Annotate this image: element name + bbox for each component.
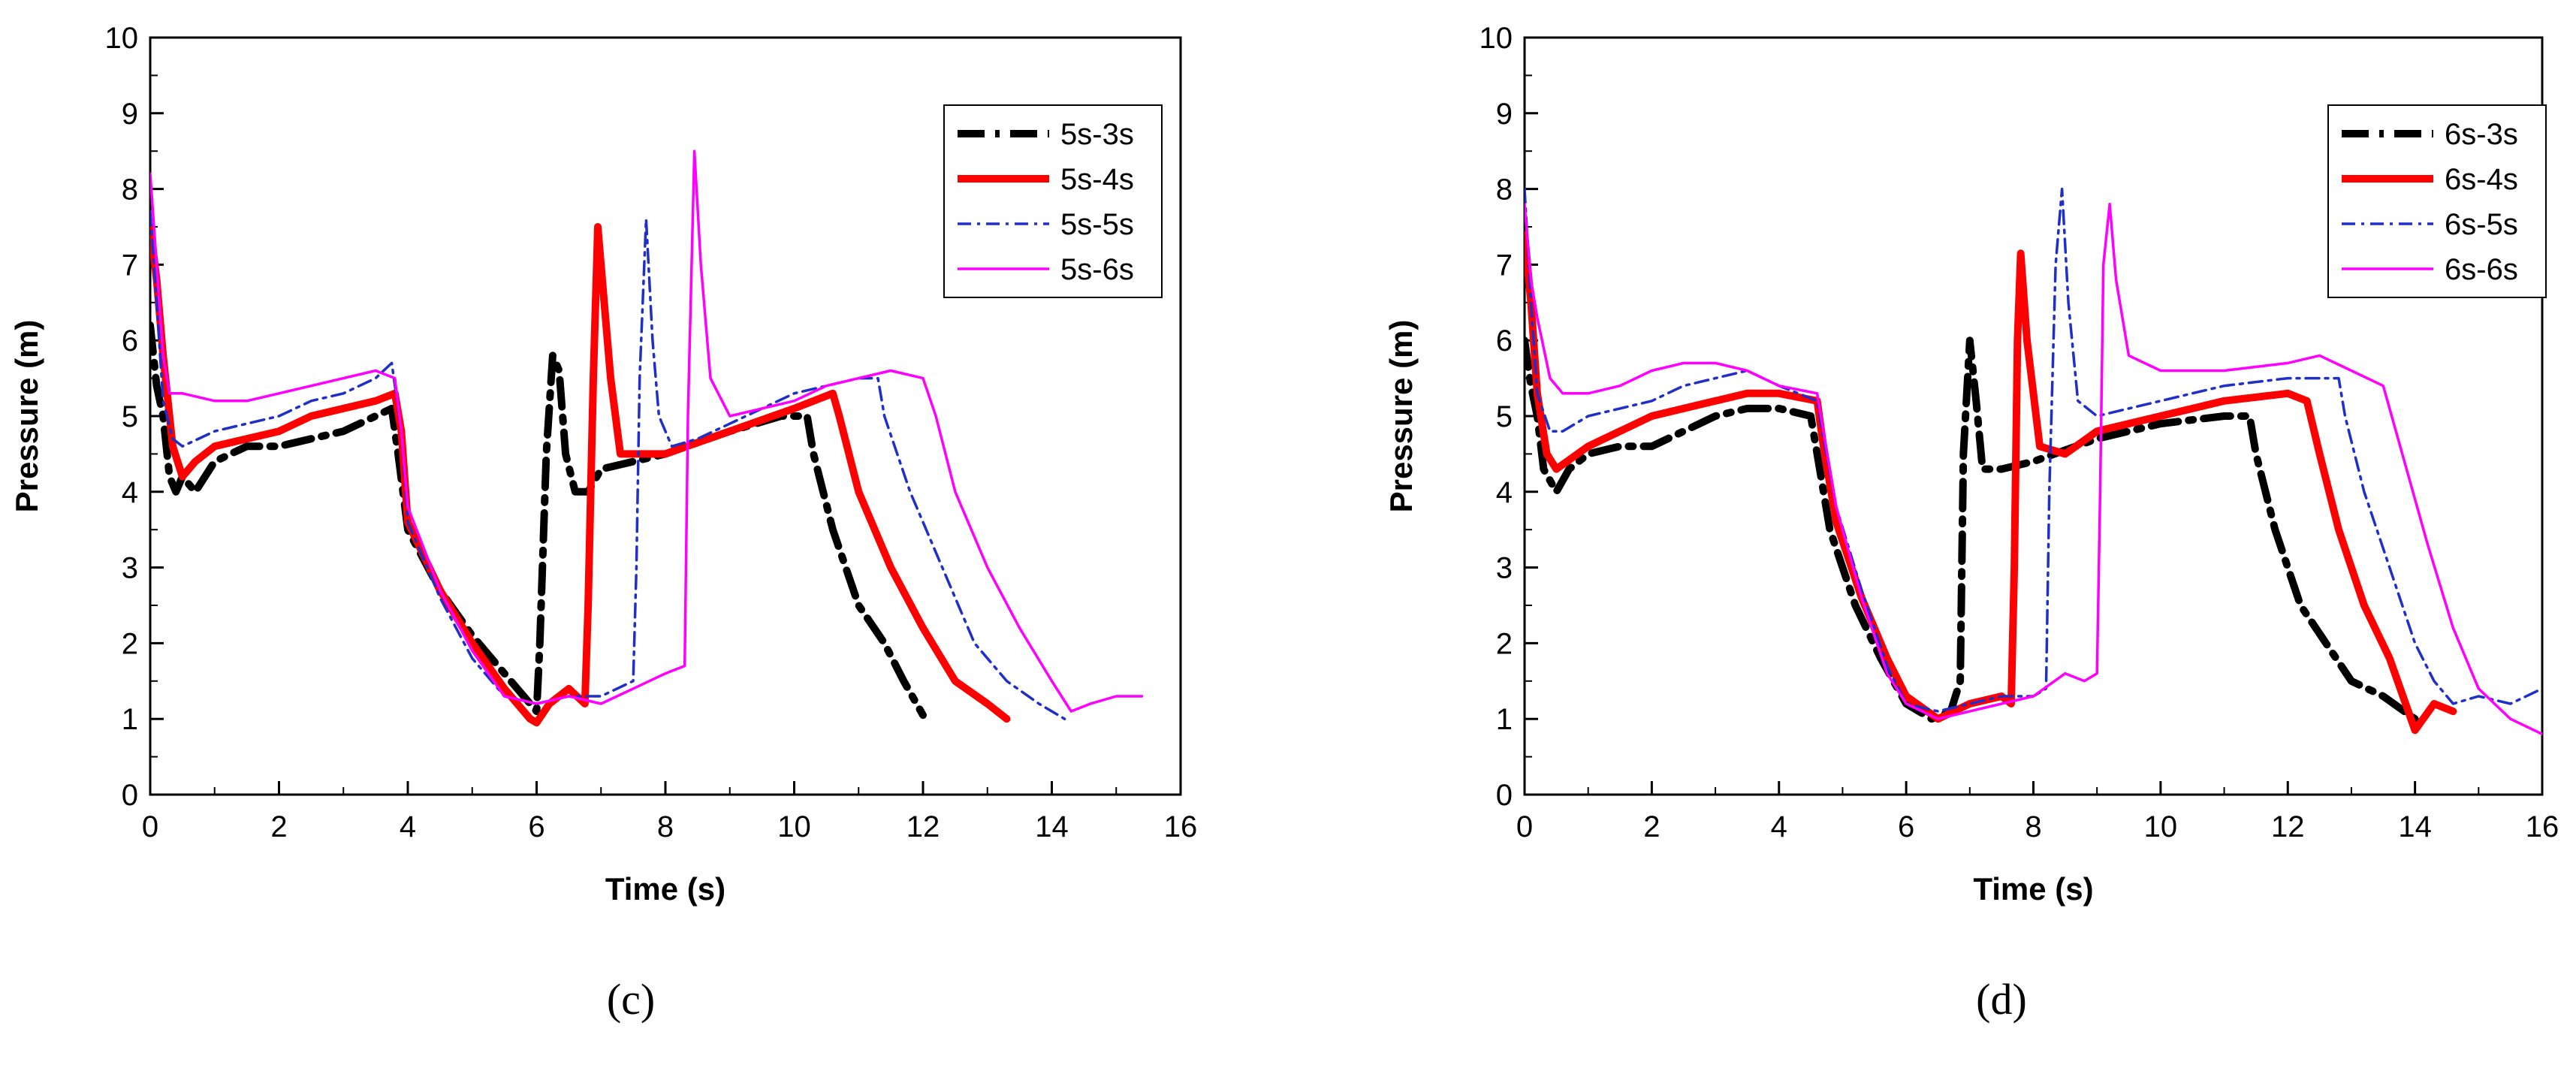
x-tick-label: 0 — [1516, 810, 1533, 843]
x-tick-label: 12 — [906, 810, 940, 843]
y-tick-label: 5 — [122, 400, 138, 433]
legend-label: 5s-6s — [1060, 253, 1134, 286]
y-tick-label: 2 — [1496, 627, 1513, 660]
series-line-5s-6s — [150, 149, 1144, 713]
x-tick-label: 6 — [528, 810, 544, 843]
y-tick-label: 9 — [1496, 98, 1513, 131]
x-tick-label: 14 — [1035, 810, 1069, 843]
y-tick-label: 2 — [122, 627, 138, 660]
x-tick-label: 0 — [142, 810, 158, 843]
y-tick-label: 4 — [122, 476, 138, 509]
y-tick-label: 8 — [1496, 173, 1513, 207]
x-tick-label: 4 — [1771, 810, 1787, 843]
x-tick-label: 14 — [2398, 810, 2432, 843]
series-line-6s-5s — [1525, 187, 2542, 713]
y-tick-label: 4 — [1496, 476, 1513, 509]
y-tick-label: 3 — [122, 552, 138, 585]
x-tick-label: 8 — [2025, 810, 2041, 843]
x-axis-title: Time (s) — [605, 871, 725, 907]
y-tick-label: 7 — [1496, 249, 1513, 282]
legend-label: 6s-3s — [2445, 118, 2518, 151]
x-tick-label: 2 — [270, 810, 287, 843]
y-tick-label: 6 — [122, 324, 138, 358]
y-tick-label: 0 — [122, 779, 138, 812]
series-line-5s-4s — [150, 223, 1011, 727]
y-tick-label: 8 — [122, 173, 138, 207]
legend-label: 6s-5s — [2445, 208, 2518, 241]
x-tick-label: 10 — [2144, 810, 2178, 843]
x-axis-title: Time (s) — [1973, 871, 2093, 907]
x-tick-label: 8 — [657, 810, 674, 843]
legend-label: 6s-6s — [2445, 253, 2518, 286]
x-tick-label: 10 — [777, 810, 811, 843]
y-tick-label: 9 — [122, 98, 138, 131]
x-tick-label: 12 — [2271, 810, 2305, 843]
series-line-5s-3s — [150, 321, 927, 720]
legend-label: 5s-4s — [1060, 163, 1134, 196]
panel-caption: (c) — [607, 975, 655, 1024]
legend-label: 6s-4s — [2445, 163, 2518, 196]
y-tick-label: 10 — [105, 22, 139, 55]
x-tick-label: 16 — [1164, 810, 1198, 843]
y-tick-label: 3 — [1496, 552, 1513, 585]
x-tick-label: 4 — [400, 810, 416, 843]
y-axis-title: Pressure (m) — [1383, 320, 1419, 513]
y-tick-label: 7 — [122, 249, 138, 282]
panel-caption: (d) — [1976, 975, 2027, 1024]
series-line-5s-5s — [150, 210, 1066, 720]
y-tick-label: 10 — [1480, 22, 1513, 55]
x-tick-label: 16 — [2526, 810, 2559, 843]
y-axis-title: Pressure (m) — [9, 320, 44, 513]
y-tick-label: 1 — [122, 703, 138, 736]
series-line-6s-4s — [1525, 231, 2457, 735]
legend-label: 5s-5s — [1060, 208, 1134, 241]
x-tick-label: 2 — [1643, 810, 1660, 843]
y-tick-label: 0 — [1496, 779, 1513, 812]
series-line-6s-6s — [1525, 203, 2542, 736]
y-tick-label: 5 — [1496, 400, 1513, 433]
x-tick-label: 6 — [1898, 810, 1914, 843]
y-tick-label: 1 — [1496, 703, 1513, 736]
y-tick-label: 6 — [1496, 324, 1513, 358]
legend-label: 5s-3s — [1060, 118, 1134, 151]
